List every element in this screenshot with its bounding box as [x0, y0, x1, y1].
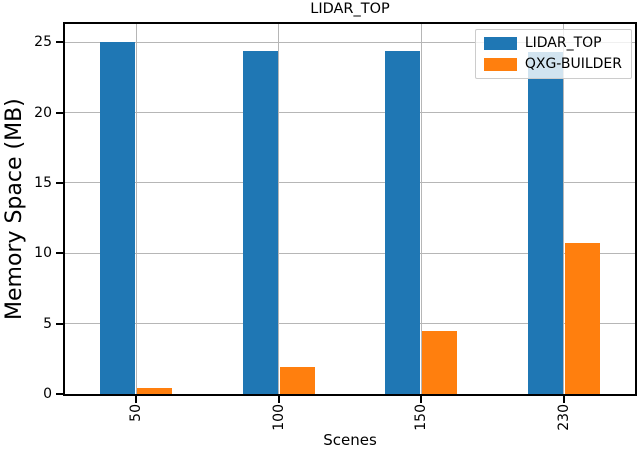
- bar-qxg-builder-150: [422, 330, 458, 394]
- bar-lidar-top-100: [242, 50, 278, 394]
- x-tick-label: 50: [128, 404, 145, 422]
- gridline-vertical: [278, 24, 280, 394]
- bar-lidar-top-50: [100, 42, 136, 394]
- bar-qxg-builder-50: [137, 388, 173, 394]
- y-tick-mark: [56, 181, 63, 184]
- x-tick-label: 100: [270, 404, 287, 431]
- gridline-vertical: [563, 24, 565, 394]
- legend-item-qxg-builder: QXG-BUILDER: [483, 56, 622, 72]
- gridline-horizontal: [65, 182, 635, 184]
- legend-swatch-lidar-top: [483, 36, 517, 50]
- x-tick-mark: [135, 396, 138, 403]
- y-axis-label: Memory Space (MB): [2, 98, 27, 320]
- y-tick-mark: [56, 41, 63, 44]
- y-tick-label: 15: [34, 174, 52, 191]
- x-tick-mark: [420, 396, 423, 403]
- y-tick-label: 20: [34, 104, 52, 121]
- gridline-vertical: [420, 24, 422, 394]
- x-tick-mark: [562, 396, 565, 403]
- x-tick-mark: [277, 396, 280, 403]
- y-tick-label: 5: [43, 315, 52, 332]
- bar-lidar-top-230: [527, 52, 563, 394]
- bar-lidar-top-150: [385, 50, 421, 394]
- gridline-horizontal: [65, 323, 635, 325]
- legend-label-qxg-builder: QXG-BUILDER: [524, 56, 622, 72]
- legend-label-lidar-top: LIDAR_TOP: [524, 35, 602, 51]
- y-tick-mark: [56, 393, 63, 395]
- y-tick-label: 25: [34, 34, 52, 51]
- y-tick-mark: [56, 322, 63, 325]
- x-tick-label: 230: [555, 404, 572, 431]
- y-tick-label: 0: [43, 386, 52, 402]
- legend-item-lidar-top: LIDAR_TOP: [483, 35, 622, 51]
- bar-qxg-builder-230: [564, 243, 600, 394]
- y-tick-label: 10: [34, 245, 52, 262]
- x-axis-label: Scenes: [323, 431, 377, 449]
- bar-qxg-builder-100: [279, 367, 315, 394]
- gridline-horizontal: [65, 252, 635, 254]
- chart-title: LIDAR_TOP: [310, 1, 390, 17]
- gridline-vertical: [135, 24, 137, 394]
- gridline-horizontal: [65, 41, 635, 43]
- gridline-horizontal: [65, 112, 635, 114]
- y-tick-mark: [56, 111, 63, 114]
- legend-swatch-qxg-builder: [483, 57, 517, 71]
- y-tick-mark: [56, 252, 63, 255]
- legend: LIDAR_TOP QXG-BUILDER: [474, 29, 632, 79]
- plot-area: LIDAR_TOP QXG-BUILDER: [65, 24, 635, 394]
- x-tick-label: 150: [413, 404, 430, 431]
